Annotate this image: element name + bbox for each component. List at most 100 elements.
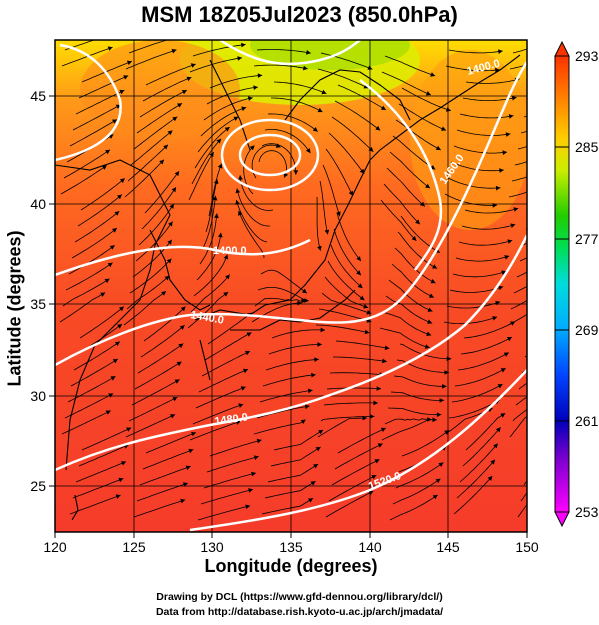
streamline-arrow: [366, 310, 372, 315]
streamline-arrow: [241, 42, 246, 48]
colorbar-tick-label: 261: [575, 413, 599, 429]
streamline: [192, 403, 244, 425]
streamline: [75, 461, 127, 483]
streamline: [200, 107, 247, 137]
streamline-arrow: [115, 494, 121, 499]
streamline-arrow: [105, 149, 110, 155]
streamline: [67, 375, 116, 403]
streamline: [398, 103, 447, 131]
streamline-arrow: [245, 350, 250, 356]
streamline-arrow: [320, 327, 325, 333]
streamline: [265, 358, 319, 371]
streamline-arrow: [336, 211, 341, 217]
streamline-arrow: [438, 462, 444, 467]
streamline: [142, 449, 194, 470]
streamline-arrow: [238, 175, 243, 180]
streamline: [327, 260, 365, 301]
streamline-arrow: [439, 398, 444, 403]
streamline: [463, 321, 516, 339]
streamline: [62, 278, 110, 307]
streamline: [143, 306, 186, 342]
streamline-arrow: [348, 190, 353, 196]
streamline-arrow: [548, 296, 553, 301]
streamline-arrow: [121, 461, 126, 466]
streamline: [208, 163, 222, 217]
colorbar-bottom-arrow: [554, 511, 570, 528]
streamline: [141, 186, 177, 230]
streamline-arrow: [427, 417, 432, 422]
streamline-arrow: [241, 106, 247, 112]
y-tick-label: 40: [30, 196, 46, 212]
streamline-arrow: [359, 295, 365, 301]
streamline: [395, 119, 441, 151]
streamline-arrow: [371, 475, 377, 480]
streamline-arrow: [426, 331, 432, 337]
streamline-arrow: [507, 239, 513, 244]
streamline-arrow: [441, 126, 446, 131]
streamline: [187, 291, 229, 329]
streamline-arrow: [112, 228, 117, 233]
streamline-arrow: [505, 132, 511, 137]
streamline-arrow: [425, 91, 431, 96]
streamline: [328, 474, 377, 502]
streamline: [387, 407, 442, 416]
streamline-arrow: [498, 49, 503, 54]
streamline: [510, 299, 527, 310]
credit-data: Data from http://database.rish.kyoto-u.a…: [155, 606, 444, 618]
streamline-arrow: [304, 404, 310, 410]
streamline: [65, 262, 113, 291]
streamline-arrow: [570, 185, 575, 190]
streamline-arrow: [495, 427, 501, 433]
streamline: [264, 480, 316, 499]
streamline: [188, 151, 215, 201]
streamline-arrow: [101, 165, 107, 170]
streamline-arrow: [117, 324, 122, 329]
streamline-arrow: [164, 275, 170, 281]
streamline-arrow: [435, 145, 441, 150]
colorbar-top-arrow: [554, 40, 570, 57]
colorbar-tick-label: 293: [575, 48, 599, 64]
streamline: [515, 396, 527, 406]
streamline: [330, 244, 363, 289]
streamline: [336, 212, 362, 262]
streamline-arrow: [380, 427, 386, 432]
streamline: [139, 89, 188, 118]
streamline-arrow: [313, 464, 319, 469]
streamline-arrow: [508, 114, 514, 119]
streamline: [140, 324, 185, 358]
streamline-arrow: [510, 321, 516, 326]
streamline: [325, 490, 374, 518]
streamline: [69, 494, 121, 515]
y-tick-label: 30: [30, 388, 46, 404]
streamline: [195, 386, 246, 409]
streamline: [316, 196, 321, 251]
streamline: [129, 258, 172, 294]
streamline-arrow: [492, 316, 498, 321]
streamline-arrow: [367, 65, 373, 70]
streamline: [133, 116, 178, 150]
streamline: [124, 159, 165, 198]
streamline: [81, 427, 132, 451]
streamline-arrow: [212, 195, 218, 201]
streamline-arrow: [114, 211, 120, 216]
credit-drawing: Drawing by DCL (https://www.gfd-dennou.o…: [156, 591, 443, 603]
streamline: [517, 503, 527, 518]
streamline: [459, 113, 514, 119]
streamline-arrow: [216, 138, 222, 144]
streamline-arrow: [161, 291, 167, 296]
streamline: [203, 472, 256, 489]
streamline-arrow: [436, 412, 442, 418]
streamline-arrow: [177, 103, 183, 108]
streamline: [518, 382, 527, 390]
streamline-arrow: [362, 415, 367, 421]
streamline-arrow: [304, 298, 309, 303]
streamline: [72, 104, 121, 131]
streamline: [196, 232, 222, 281]
streamline: [401, 87, 452, 112]
streamline: [271, 97, 323, 113]
streamline-arrow: [432, 417, 437, 423]
streamline: [317, 417, 368, 438]
streamline-arrow: [432, 264, 438, 269]
streamline: [209, 74, 263, 89]
